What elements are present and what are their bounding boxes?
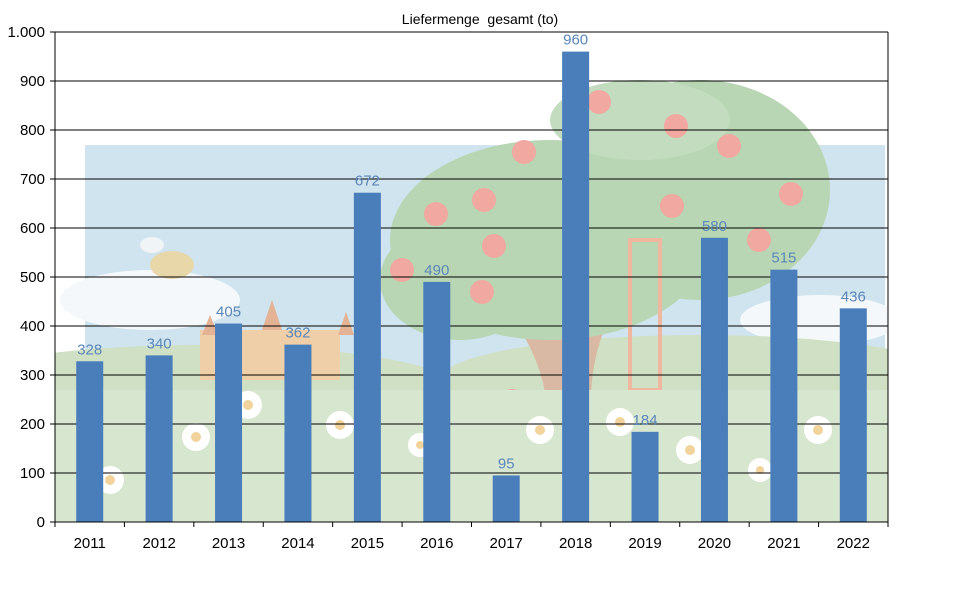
bars — [76, 51, 867, 523]
x-tick-label: 2019 — [628, 535, 661, 552]
x-axis-ticks: 2011 2012 2013 2014 2015 2016 2017 2018 2019 2020… — [54, 522, 889, 552]
x-tick-label: 2013 — [212, 535, 245, 552]
apples — [390, 90, 803, 413]
data-label: 436 — [841, 288, 866, 305]
bar — [145, 355, 173, 522]
y-tick-label: 600 — [20, 220, 45, 237]
x-tick-label: 2022 — [837, 535, 870, 552]
bee — [140, 237, 194, 279]
y-tick-label: 1.000 — [7, 24, 45, 41]
data-label: 515 — [771, 250, 796, 267]
cloud — [60, 270, 240, 330]
y-tick-label: 800 — [20, 122, 45, 139]
y-axis-ticks: 0 100 200 300 400 500 600 700 800 900 1.000 — [7, 24, 55, 531]
bar — [76, 361, 104, 522]
x-tick-label: 2020 — [698, 535, 731, 552]
bar — [353, 192, 381, 522]
chart-title: Liefermenge gesamt (to) — [402, 11, 558, 27]
gridlines — [55, 31, 888, 474]
y-tick-label: 400 — [20, 318, 45, 335]
x-tick-label: 2011 — [74, 535, 106, 552]
bar — [562, 51, 590, 522]
y-tick-label: 500 — [20, 269, 45, 286]
x-tick-label: 2018 — [559, 535, 592, 552]
data-label: 328 — [77, 341, 102, 358]
bar — [492, 475, 520, 522]
y-tick-label: 100 — [20, 465, 45, 482]
bar — [839, 308, 867, 522]
y-tick-label: 700 — [20, 171, 45, 188]
bar — [423, 281, 451, 522]
data-label: 490 — [424, 262, 449, 279]
bar — [284, 344, 312, 522]
meadow — [55, 390, 888, 522]
y-tick-label: 200 — [20, 416, 45, 433]
bar — [215, 323, 243, 522]
data-label: 362 — [285, 325, 310, 342]
y-tick-label: 900 — [20, 73, 45, 90]
y-tick-label: 300 — [20, 367, 45, 384]
y-tick-label: 0 — [37, 514, 45, 531]
data-labels: 328 340 405 362 672 490 95 960 184 580 515 436 — [77, 32, 866, 473]
x-tick-label: 2021 — [767, 535, 800, 552]
data-label: 960 — [563, 32, 588, 49]
data-label: 405 — [216, 304, 241, 321]
x-tick-label: 2012 — [142, 535, 175, 552]
data-label: 580 — [702, 218, 727, 235]
data-label: 340 — [147, 335, 172, 352]
bar — [700, 237, 728, 523]
x-tick-label: 2014 — [281, 535, 314, 552]
data-label: 184 — [633, 412, 658, 429]
data-label: 95 — [498, 455, 515, 472]
bar — [770, 269, 798, 522]
x-tick-label: 2017 — [490, 535, 523, 552]
bar — [631, 431, 659, 522]
data-label: 672 — [355, 173, 380, 190]
x-tick-label: 2015 — [351, 535, 384, 552]
x-tick-label: 2016 — [420, 535, 453, 552]
